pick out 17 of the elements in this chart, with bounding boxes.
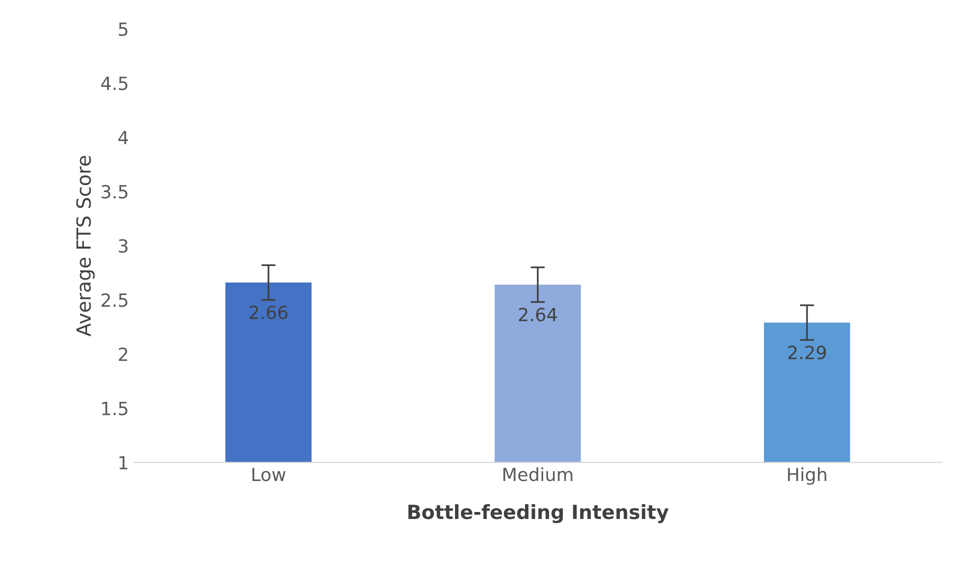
x-tick-label: High <box>788 467 826 485</box>
x-tick-label: Low <box>252 468 286 482</box>
y-axis-title: Average FTS Score <box>76 156 95 336</box>
x-axis-title: Bottle-feeding Intensity <box>408 504 669 524</box>
x-tick-label: Medium <box>503 467 572 482</box>
y-tick-label: 4.5 <box>101 76 128 90</box>
y-tick-label: 3.5 <box>102 184 128 199</box>
data-label: 2.66 <box>250 306 288 320</box>
y-tick-label: 2 <box>118 347 128 361</box>
y-tick-label: 1 <box>119 456 128 470</box>
data-label: 2.64 <box>518 308 557 322</box>
y-tick-label: 4 <box>118 130 128 144</box>
y-tick-label: 2.5 <box>102 293 128 307</box>
y-tick-label: 3 <box>118 239 128 253</box>
data-label: 2.29 <box>788 346 826 360</box>
y-tick-label: 5 <box>118 22 128 36</box>
y-tick-label: 1.5 <box>102 402 128 416</box>
